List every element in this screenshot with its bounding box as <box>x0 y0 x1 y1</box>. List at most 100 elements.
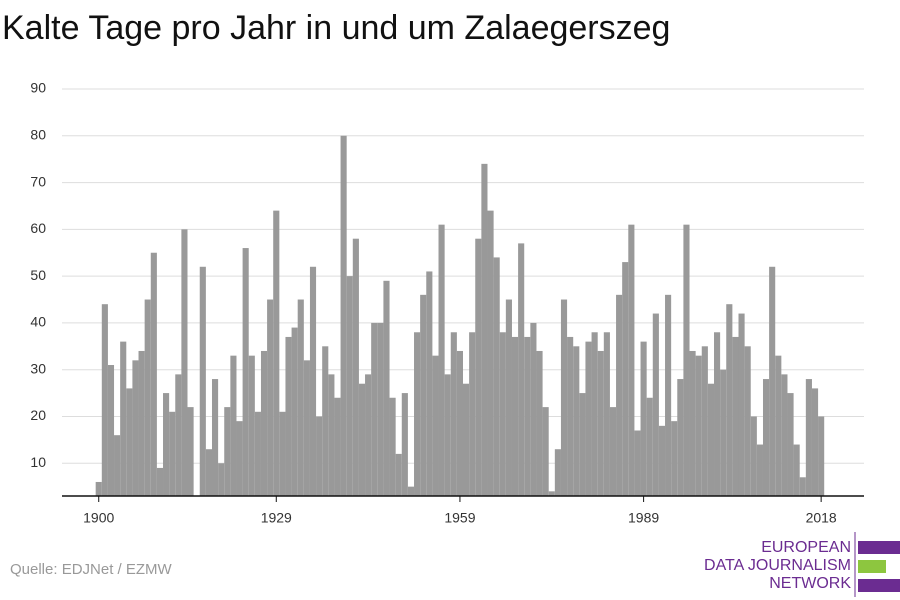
bar <box>395 453 402 496</box>
bar <box>340 135 347 496</box>
bar <box>744 346 751 496</box>
x-tick-label: 1989 <box>628 510 659 526</box>
bar <box>487 210 494 496</box>
bar <box>273 210 280 496</box>
bar <box>95 481 102 496</box>
bar <box>511 336 519 496</box>
bar <box>597 350 604 496</box>
bar <box>689 350 696 496</box>
bar <box>738 313 745 496</box>
bar <box>726 304 733 496</box>
bar <box>444 374 451 496</box>
bar <box>775 355 782 496</box>
bar <box>762 379 770 496</box>
bar <box>769 266 776 496</box>
bar <box>181 229 188 496</box>
bar <box>701 346 708 496</box>
bar <box>518 243 525 496</box>
bar <box>236 421 243 496</box>
logo-bar <box>858 579 900 592</box>
bar <box>450 332 457 496</box>
bar <box>707 383 715 496</box>
bar <box>652 313 659 496</box>
bar <box>475 238 482 496</box>
bar <box>536 350 543 496</box>
bar <box>260 350 268 496</box>
bar <box>609 407 617 496</box>
y-tick-label: 90 <box>30 80 46 96</box>
bar <box>591 332 598 496</box>
logo-text: EUROPEAN <box>761 539 851 556</box>
bar <box>230 355 237 496</box>
bar <box>401 393 408 496</box>
bar <box>420 294 427 496</box>
bar <box>524 336 531 496</box>
bar <box>818 416 825 496</box>
bar <box>205 449 212 496</box>
x-tick-label: 1900 <box>83 510 114 526</box>
bar <box>750 416 757 496</box>
bar <box>279 411 286 496</box>
bar <box>554 449 561 496</box>
bar <box>291 327 298 496</box>
bar <box>456 350 463 496</box>
bar <box>530 322 537 496</box>
bar <box>358 383 366 496</box>
bar <box>781 374 788 496</box>
bar <box>389 397 396 496</box>
bar <box>585 341 592 496</box>
bar <box>211 379 219 496</box>
bar <box>163 393 170 496</box>
bar <box>567 336 574 496</box>
bar <box>493 257 500 496</box>
bar <box>628 224 635 496</box>
bar <box>334 397 341 496</box>
x-tick-label: 1929 <box>261 510 292 526</box>
bar <box>756 444 763 496</box>
y-tick-label: 70 <box>30 173 46 189</box>
bar <box>254 411 261 496</box>
bar <box>138 350 145 496</box>
bar <box>297 299 304 496</box>
bar <box>218 463 225 496</box>
bar <box>640 341 647 496</box>
bar <box>352 238 359 496</box>
bar <box>199 266 206 496</box>
bar <box>579 393 586 496</box>
bar <box>548 491 555 496</box>
logo-text: DATA JOURNALISM <box>704 557 851 574</box>
logo-bar <box>858 560 886 573</box>
logo-bar <box>858 541 900 554</box>
bar <box>132 360 139 496</box>
bar <box>377 322 384 496</box>
bar <box>371 322 378 496</box>
y-tick-label: 40 <box>30 314 46 330</box>
bar <box>720 369 727 496</box>
bar <box>407 486 415 496</box>
bar <box>114 435 121 496</box>
bar <box>248 355 255 496</box>
bar <box>499 332 506 496</box>
bar <box>346 276 353 496</box>
bar <box>426 271 433 496</box>
bar <box>811 388 819 496</box>
bar <box>432 355 439 496</box>
bar <box>322 346 329 496</box>
bar <box>150 252 157 496</box>
bar <box>542 407 549 496</box>
y-tick-label: 60 <box>30 220 46 236</box>
bar <box>242 248 249 496</box>
x-tick-label: 2018 <box>806 510 837 526</box>
bar <box>285 336 292 496</box>
bar <box>616 294 623 496</box>
logo-text: NETWORK <box>769 575 851 592</box>
y-tick-label: 10 <box>30 454 46 470</box>
bar <box>267 299 274 496</box>
y-tick-label: 20 <box>30 407 46 423</box>
bar <box>481 163 488 496</box>
bar <box>469 332 476 496</box>
bar <box>634 430 641 496</box>
bar <box>303 360 310 496</box>
bar <box>732 336 739 496</box>
